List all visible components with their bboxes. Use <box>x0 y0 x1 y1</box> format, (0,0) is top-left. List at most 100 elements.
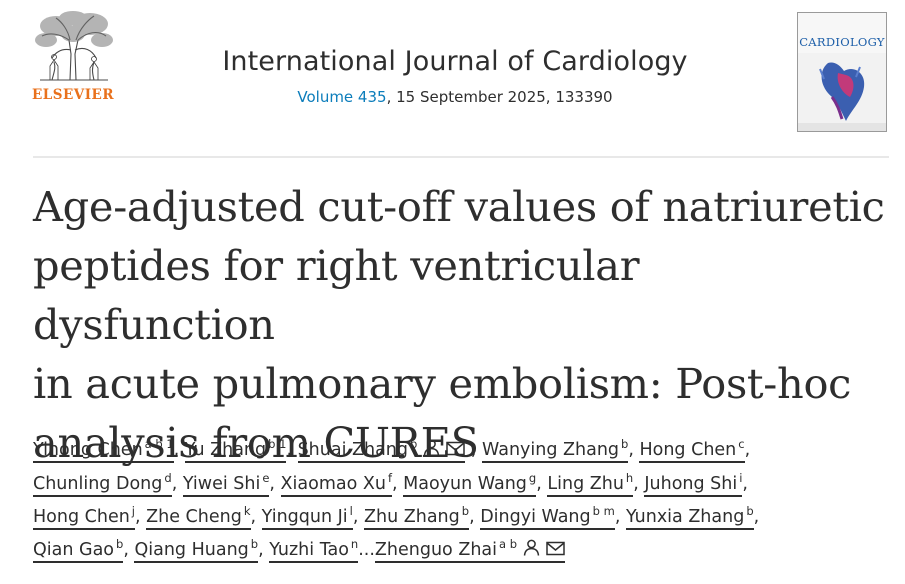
affiliation-marker: g <box>528 471 537 486</box>
author-name: Zhe Cheng <box>146 507 242 527</box>
volume-link[interactable]: Volume 435 <box>297 88 387 106</box>
author-separator: , <box>465 440 483 460</box>
author-line: Hong Chen j, Zhe Cheng k, Yingqun Ji l, Zhu… <box>33 501 893 534</box>
publisher-logo[interactable]: ELSEVIER <box>30 10 116 104</box>
affiliation-marker: a b 1 <box>144 437 174 452</box>
journal-info: International Journal of Cardiology Volu… <box>140 44 770 108</box>
affiliation-marker: n <box>350 537 359 552</box>
author-name: Yu Zhang <box>184 440 267 460</box>
author-name: Dingyi Wang <box>480 507 591 527</box>
author-name: Yiwei Shi <box>182 474 261 494</box>
author-link[interactable]: Hong Chen j <box>33 504 135 530</box>
author-name: Qian Gao <box>33 540 115 560</box>
author-link[interactable]: Yinong Chen a b 1 <box>33 437 174 463</box>
author-link[interactable]: Qian Gao b <box>33 537 124 563</box>
author-line: Yinong Chen a b 1, Yu Zhang b 1, Shuai Zha… <box>33 434 893 468</box>
author-name: Ling Zhu <box>547 474 624 494</box>
author-link[interactable]: Yingqun Ji l <box>261 504 353 530</box>
affiliation-marker: b 1 <box>268 437 287 452</box>
author-name: Yunxia Zhang <box>625 507 745 527</box>
author-separator: , <box>614 507 626 527</box>
affiliation-marker: h <box>625 471 634 486</box>
author-separator: ... <box>358 540 375 560</box>
affiliation-marker: i <box>739 471 743 486</box>
author-name: Chunling Dong <box>33 474 163 494</box>
affiliation-marker: c <box>738 437 745 452</box>
citation-line: Volume 435, 15 September 2025, 133390 <box>140 86 770 108</box>
author-link[interactable]: Qiang Huang b <box>134 537 259 563</box>
author-link[interactable]: Wanying Zhang b <box>482 437 629 463</box>
author-link[interactable]: Ling Zhu h <box>547 471 634 497</box>
author-link[interactable]: Dingyi Wang b m <box>480 504 615 530</box>
author-separator: , <box>173 440 185 460</box>
author-name: Hong Chen <box>33 507 130 527</box>
envelope-icon[interactable] <box>446 435 466 468</box>
author-separator: , <box>469 507 481 527</box>
affiliation-marker: l <box>349 504 353 519</box>
author-name: Qiang Huang <box>134 540 249 560</box>
author-separator: , <box>135 507 147 527</box>
article-title-line: peptides for right ventricular dysfuncti… <box>33 241 640 349</box>
author-separator: , <box>286 440 298 460</box>
author-separator: , <box>269 474 281 494</box>
affiliation-marker: b m <box>592 504 615 519</box>
author-link[interactable]: Zhenguo Zhai a b <box>374 537 566 563</box>
author-name: Yinong Chen <box>33 440 143 460</box>
article-title: Age-adjusted cut-off values of natriuret… <box>33 177 893 472</box>
author-link[interactable]: Yunxia Zhang b <box>625 504 754 530</box>
affiliation-marker: e <box>262 471 270 486</box>
author-link[interactable]: Hong Chen c <box>639 437 745 463</box>
author-link[interactable]: Juhong Shi i <box>644 471 743 497</box>
author-separator: , <box>392 474 404 494</box>
author-link[interactable]: Zhe Cheng k <box>146 505 251 530</box>
author-name: Juhong Shi <box>644 474 738 494</box>
affiliation-marker: b <box>116 537 124 552</box>
author-name: Zhu Zhang <box>364 507 460 527</box>
journal-cover-thumbnail[interactable]: CARDIOLOGY <box>797 12 887 132</box>
author-link[interactable]: Yuzhi Tao n <box>269 537 359 563</box>
author-name: Yingqun Ji <box>261 507 348 527</box>
author-link[interactable]: Shuai Zhang b <box>297 438 466 463</box>
author-link[interactable]: Yu Zhang b 1 <box>184 437 287 463</box>
author-link[interactable]: Xiaomao Xu f <box>280 472 393 497</box>
author-line: Qian Gao b, Qiang Huang b, Yuzhi Tao n...Zh… <box>33 534 893 568</box>
author-name: Yuzhi Tao <box>269 540 349 560</box>
author-separator: , <box>633 474 645 494</box>
author-name: Wanying Zhang <box>482 440 620 460</box>
author-link[interactable]: Zhu Zhang b <box>364 505 470 530</box>
cover-heart-image <box>798 53 886 131</box>
elsevier-tree-logo <box>35 11 113 81</box>
author-separator: , <box>742 474 748 494</box>
affiliation-marker: d <box>164 471 172 486</box>
affiliation-marker: b <box>746 504 754 519</box>
affiliation-marker: a b <box>499 537 518 552</box>
person-icon <box>523 535 540 568</box>
affiliation-marker: b <box>250 537 259 552</box>
author-link[interactable]: Yiwei Shi e <box>182 471 270 497</box>
author-separator: , <box>744 440 751 460</box>
article-title-line: analysis from CURES <box>33 418 479 467</box>
affiliation-marker: b <box>621 437 629 452</box>
author-separator: , <box>352 507 364 527</box>
author-separator: , <box>171 474 183 494</box>
article-title-line: Age-adjusted cut-off values of natriuret… <box>33 182 885 231</box>
author-line: Chunling Dong d, Yiwei Shi e, Xiaomao Xu f,… <box>33 468 893 501</box>
author-separator: , <box>123 540 135 560</box>
author-separator: , <box>628 440 640 460</box>
author-separator: , <box>536 474 548 494</box>
affiliation-marker: j <box>131 504 135 519</box>
author-separator: , <box>250 507 262 527</box>
author-name: Xiaomao Xu <box>280 474 386 494</box>
cover-title: CARDIOLOGY <box>799 35 885 49</box>
author-name: Hong Chen <box>639 440 737 460</box>
author-name: Zhenguo Zhai <box>374 540 497 560</box>
article-header: ELSEVIER International Journal of Cardio… <box>0 0 905 158</box>
author-separator: , <box>753 507 760 527</box>
journal-title-link[interactable]: International Journal of Cardiology <box>222 46 688 77</box>
envelope-icon[interactable] <box>546 535 565 568</box>
article-title-line: in acute pulmonary embolism: Post-hoc <box>33 359 852 408</box>
author-separator: , <box>258 540 270 560</box>
author-link[interactable]: Chunling Dong d <box>33 471 172 497</box>
author-name: Shuai Zhang <box>297 440 409 460</box>
author-link[interactable]: Maoyun Wang g <box>403 471 537 497</box>
